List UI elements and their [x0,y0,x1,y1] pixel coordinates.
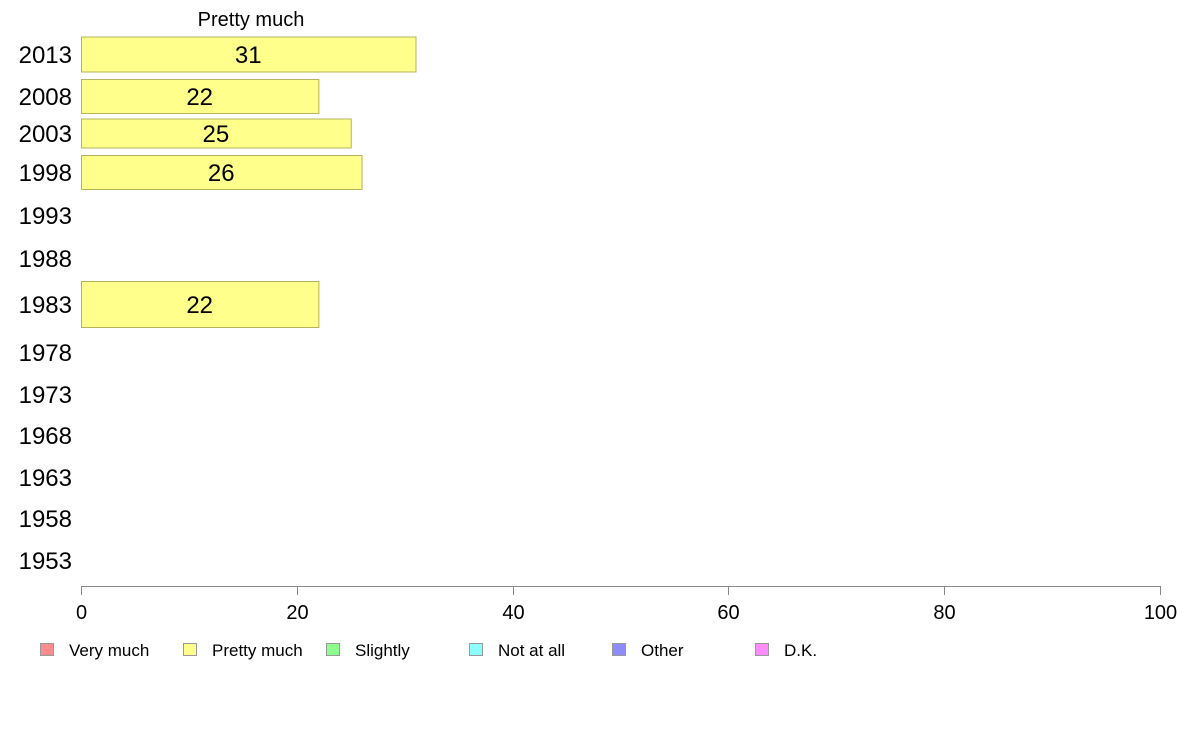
legend-swatch-other [612,643,626,656]
x-tick-label-0: 0 [76,602,87,624]
bar-2013 [81,36,417,73]
year-label-1978: 1978 [19,340,72,367]
bar-1998 [81,155,363,190]
year-label-1958: 1958 [19,506,72,533]
x-axis: 0 20 40 60 80 100 [76,586,1177,624]
legend-swatch-very-much [40,643,54,656]
year-label-1983: 1983 [19,292,72,319]
legend-swatch-not-at-all [469,643,483,656]
x-tick-label-60: 60 [717,602,739,624]
legend: Very much Pretty much Slightly Not at all Ot… [40,641,817,660]
x-tick-label-80: 80 [933,602,955,624]
year-label-1998: 1998 [19,160,72,187]
x-tick-label-40: 40 [502,602,524,624]
year-label-1988: 1988 [19,246,72,273]
bar-value-2008: 22 [186,84,213,111]
year-label-1993: 1993 [19,203,72,230]
legend-label-very-much: Very much [69,641,149,660]
year-label-1973: 1973 [19,382,72,409]
bar-value-1983: 22 [186,292,213,319]
bars-group: 31 22 25 26 22 [81,36,417,328]
bar-2008 [81,79,320,114]
legend-swatch-d-k [755,643,769,656]
bar-value-2013: 31 [235,42,262,69]
series-title: Pretty much [198,9,305,31]
year-labels-group: 2013 2008 2003 1998 1993 1988 1983 1978 1973 1968… [19,42,72,575]
legend-swatch-slightly [326,643,340,656]
bar-1983 [81,281,320,328]
year-label-2008: 2008 [19,84,72,111]
year-label-1963: 1963 [19,465,72,492]
year-label-1953: 1953 [19,548,72,575]
bar-value-1998: 26 [208,160,235,187]
legend-label-pretty-much: Pretty much [212,641,303,660]
year-label-2013: 2013 [19,42,72,69]
bar-value-2003: 25 [203,121,230,148]
x-tick-label-100: 100 [1144,602,1177,624]
legend-label-other: Other [641,641,684,660]
year-label-1968: 1968 [19,423,72,450]
bar-2003 [81,118,352,149]
year-label-2003: 2003 [19,121,72,148]
legend-label-not-at-all: Not at all [498,641,565,660]
legend-label-d-k: D.K. [784,641,817,660]
x-tick-label-20: 20 [286,602,308,624]
legend-swatch-pretty-much [183,643,197,656]
legend-label-slightly: Slightly [355,641,410,660]
